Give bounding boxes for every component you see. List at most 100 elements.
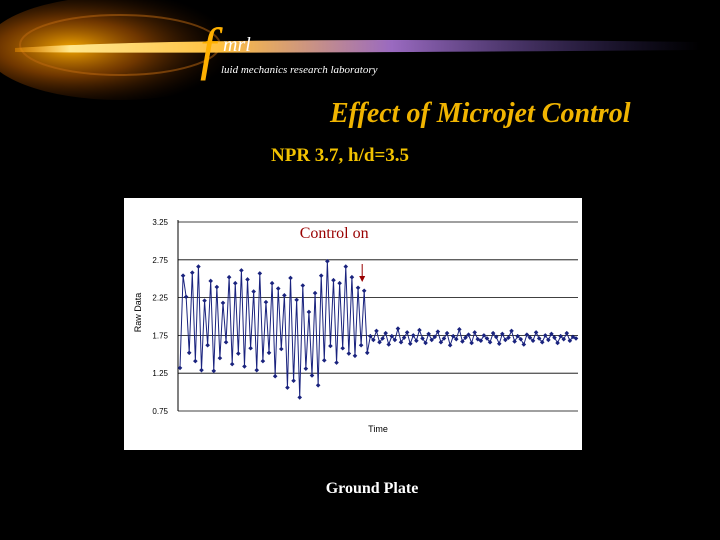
- data-point: [383, 330, 388, 336]
- data-point: [509, 328, 514, 334]
- x-axis-title: Time: [368, 424, 388, 434]
- data-point: [239, 268, 244, 273]
- data-point: [334, 360, 339, 365]
- data-point: [512, 339, 517, 344]
- chart-caption: Ground Plate: [325, 480, 419, 497]
- logo-letter-f: f: [200, 16, 217, 81]
- data-point: [561, 336, 567, 342]
- data-point: [438, 339, 444, 345]
- data-point: [503, 337, 508, 343]
- data-point: [208, 278, 213, 284]
- data-point: [214, 284, 220, 290]
- data-point: [460, 339, 465, 344]
- data-point: [426, 331, 431, 337]
- data-point: [352, 353, 358, 359]
- data-point: [444, 330, 450, 336]
- data-point: [536, 336, 542, 341]
- slide-title: Effect of Microjet Control: [330, 98, 631, 129]
- y-tick-label: 1.75: [152, 331, 168, 340]
- data-point: [472, 330, 477, 335]
- data-point: [180, 273, 186, 278]
- data-point: [282, 293, 287, 298]
- data-point: [450, 333, 456, 339]
- data-point: [361, 288, 367, 294]
- data-point: [432, 334, 438, 340]
- data-point: [189, 270, 195, 275]
- data-point: [463, 335, 468, 340]
- data-point: [288, 275, 293, 281]
- data-point: [242, 364, 247, 369]
- data-point: [506, 335, 511, 340]
- annotation-control-on: Control on: [300, 225, 369, 242]
- data-point: [346, 351, 352, 356]
- data-point: [183, 294, 189, 300]
- data-point: [411, 333, 416, 338]
- data-point: [337, 280, 342, 286]
- data-point: [543, 333, 548, 338]
- y-tick-label: 1.25: [152, 369, 168, 378]
- data-point: [457, 327, 462, 332]
- annotation-arrow-head: [359, 276, 366, 282]
- data-point: [530, 338, 536, 343]
- data-point: [269, 280, 275, 286]
- data-point: [401, 335, 407, 340]
- y-tick-label: 3.25: [152, 218, 168, 227]
- data-point: [340, 345, 345, 351]
- data-point: [251, 289, 256, 294]
- data-point: [220, 300, 226, 306]
- data-point: [297, 395, 303, 400]
- data-point: [533, 330, 539, 335]
- data-point: [272, 373, 278, 379]
- data-point: [441, 336, 447, 341]
- data-point: [217, 355, 223, 361]
- data-point: [358, 342, 364, 348]
- data-point: [349, 274, 355, 280]
- data-point: [196, 264, 201, 269]
- data-point: [429, 337, 435, 343]
- data-point: [490, 330, 496, 336]
- data-point: [524, 332, 530, 337]
- data-point: [312, 290, 318, 296]
- data-point: [493, 334, 499, 340]
- data-point: [417, 327, 422, 333]
- data-point: [232, 280, 238, 286]
- data-point: [294, 297, 299, 303]
- series-line: [179, 261, 577, 398]
- data-point: [552, 335, 557, 340]
- data-point: [521, 342, 527, 347]
- data-point: [420, 336, 425, 341]
- data-point: [202, 298, 207, 303]
- data-point: [555, 340, 560, 346]
- data-point: [423, 340, 428, 346]
- data-point: [518, 336, 524, 342]
- data-point: [318, 273, 324, 278]
- data-point: [392, 337, 398, 343]
- data-point: [447, 342, 453, 348]
- data-point: [245, 277, 250, 282]
- data-point: [229, 361, 235, 367]
- data-point: [377, 339, 382, 345]
- data-point: [260, 358, 266, 364]
- data-point: [404, 330, 410, 335]
- data-point: [573, 336, 579, 341]
- y-tick-label: 0.75: [152, 407, 168, 416]
- data-point: [211, 368, 217, 374]
- header-swoosh: [0, 0, 700, 100]
- data-point: [205, 342, 210, 348]
- data-point: [285, 385, 290, 390]
- data-point: [254, 367, 260, 373]
- logo-tagline: luid mechanics research laboratory: [221, 64, 378, 76]
- data-point: [177, 365, 183, 371]
- data-point: [371, 337, 376, 343]
- data-point: [435, 329, 441, 334]
- data-point: [199, 367, 204, 373]
- data-point: [355, 285, 361, 291]
- data-point: [380, 336, 385, 341]
- y-axis-title: Raw Data: [133, 293, 143, 333]
- data-point: [364, 350, 370, 356]
- data-point: [315, 382, 321, 388]
- data-point: [328, 343, 333, 349]
- data-point: [478, 338, 484, 343]
- data-point: [386, 342, 392, 347]
- data-point: [309, 373, 315, 378]
